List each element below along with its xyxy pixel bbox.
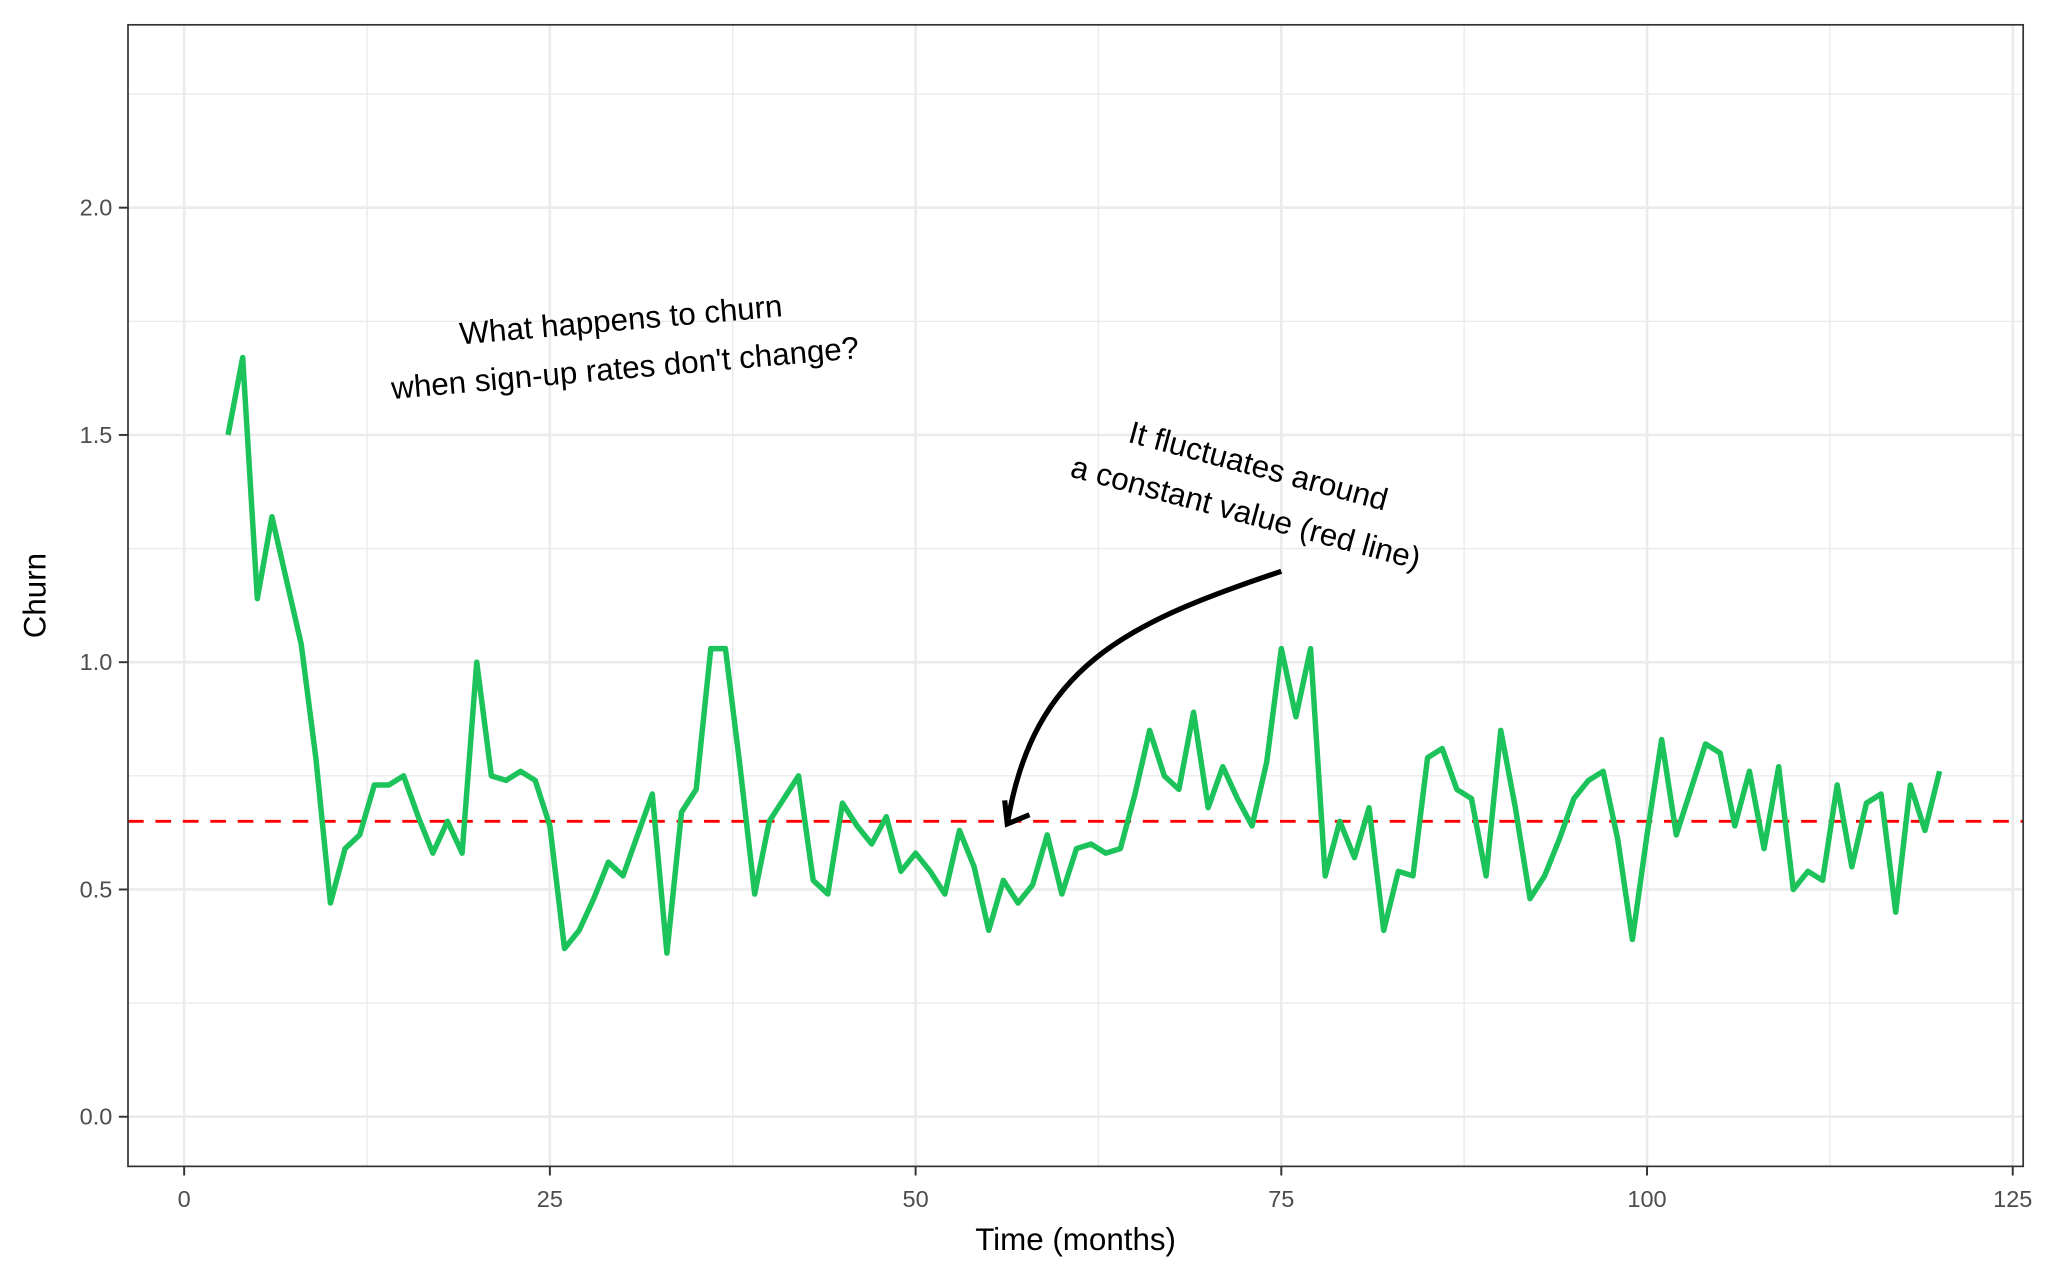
y-tick-label: 0.5: [80, 876, 113, 902]
y-tick-label: 0.0: [80, 1104, 113, 1130]
y-tick-label: 1.0: [80, 649, 113, 675]
y-tick-label: 2.0: [80, 195, 113, 221]
major-gridlines: [127, 24, 2024, 1167]
annotation-arrow-icon: [1002, 568, 1283, 828]
y-axis: 0.0 0.5 1.0 1.5 2.0: [80, 195, 128, 1130]
churn-series-line: [225, 354, 1943, 956]
y-tick-label: 1.5: [80, 422, 113, 448]
x-tick-label: 25: [537, 1186, 563, 1212]
x-tick-label: 50: [903, 1186, 929, 1212]
x-axis-title: Time (months): [975, 1222, 1176, 1257]
x-tick-label: 100: [1627, 1186, 1666, 1212]
x-tick-label: 75: [1268, 1186, 1294, 1212]
plot-panel-border: [127, 23, 2025, 1168]
x-axis: 0 25 50 75 100 125: [178, 1166, 2032, 1212]
y-axis-title: Churn: [18, 553, 53, 638]
minor-gridlines: [127, 24, 2024, 1167]
x-tick-label: 0: [178, 1186, 191, 1212]
x-tick-label: 125: [1993, 1186, 2032, 1212]
